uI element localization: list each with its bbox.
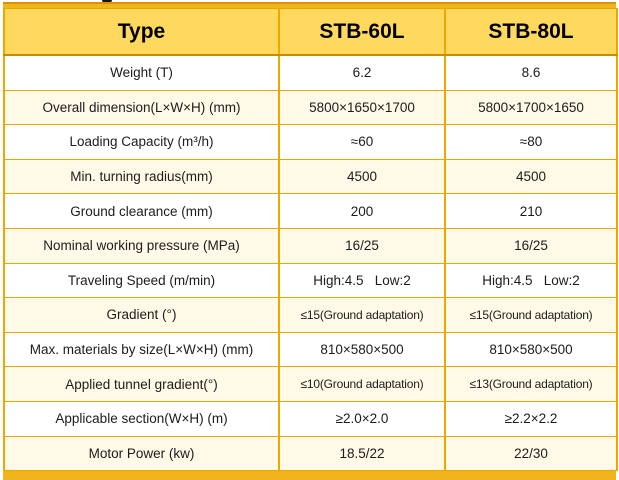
spec-value-stb80l: ≤13(Ground adaptation) xyxy=(444,366,618,402)
spec-label: Nominal working pressure (MPa) xyxy=(3,227,280,264)
spec-value-stb60l: 4500 xyxy=(278,158,446,195)
table-row: Gradient (°) ≤15(Ground adaptation) ≤15(… xyxy=(3,297,618,333)
spec-value-stb80l: ≈80 xyxy=(444,124,618,160)
spec-value-stb60l: 6.2 xyxy=(278,54,446,91)
spec-value-stb80l: ≤15(Ground adaptation) xyxy=(444,297,618,333)
table-body: Weight (T) 6.2 8.6 Overall dimension(L×W… xyxy=(3,54,618,472)
spec-value-stb80l: 4500 xyxy=(444,158,618,195)
table-header: Type STB-60L STB-80L xyxy=(3,8,618,56)
table-row: Applicable section(W×H) (m) ≥2.0×2.0 ≥2.… xyxy=(3,400,618,437)
table-row: Min. turning radius(mm) 4500 4500 xyxy=(3,158,618,195)
spec-label: Applied tunnel gradient(°) xyxy=(3,366,280,402)
spec-value-stb80l: 22/30 xyxy=(444,435,618,472)
spec-value-stb80l: 210 xyxy=(444,193,618,229)
spec-value-stb60l: 200 xyxy=(278,193,446,229)
spec-value-stb60l: ≥2.0×2.0 xyxy=(278,400,446,437)
spec-value-stb60l: 18.5/22 xyxy=(278,435,446,472)
table-row: Applied tunnel gradient(°) ≤10(Ground ad… xyxy=(3,366,618,402)
spec-value-stb60l: 16/25 xyxy=(278,227,446,264)
table-row: Ground clearance (mm) 200 210 xyxy=(3,193,618,229)
spec-value-stb80l: 8.6 xyxy=(444,54,618,91)
spec-label: Gradient (°) xyxy=(3,297,280,333)
spec-table-container: Type STB-60L STB-80L Weight (T) 6.2 8.6 … xyxy=(3,2,618,480)
spec-value-stb60l: 810×580×500 xyxy=(278,331,446,368)
spec-value-stb60l: ≈60 xyxy=(278,124,446,160)
spec-value-stb80l: 5800×1700×1650 xyxy=(444,89,618,126)
header-model-stb80l: STB-80L xyxy=(444,8,618,56)
spec-table: Type STB-60L STB-80L Weight (T) 6.2 8.6 … xyxy=(3,8,618,472)
spec-value-stb80l: High:4.5 Low:2 xyxy=(444,262,618,299)
spec-value-stb80l: 810×580×500 xyxy=(444,331,618,368)
spec-label: Ground clearance (mm) xyxy=(3,193,280,229)
spec-value-stb80l: ≥2.2×2.2 xyxy=(444,400,618,437)
table-row: Weight (T) 6.2 8.6 xyxy=(3,54,618,91)
spec-value-stb60l: High:4.5 Low:2 xyxy=(278,262,446,299)
spec-value-stb60l: 5800×1650×1700 xyxy=(278,89,446,126)
header-model-stb60l: STB-60L xyxy=(278,8,446,56)
spec-label: Max. materials by size(L×W×H) (mm) xyxy=(3,331,280,368)
header-type: Type xyxy=(3,8,280,56)
spec-label: Min. turning radius(mm) xyxy=(3,158,280,195)
spec-label: Motor Power (kw) xyxy=(3,435,280,472)
spec-value-stb60l: ≤15(Ground adaptation) xyxy=(278,297,446,333)
table-row: Loading Capacity (m³/h) ≈60 ≈80 xyxy=(3,124,618,160)
spec-label: Traveling Speed (m/min) xyxy=(3,262,280,299)
spec-value-stb60l: ≤10(Ground adaptation) xyxy=(278,366,446,402)
cropped-title-fragment xyxy=(102,0,112,3)
table-row: Traveling Speed (m/min) High:4.5 Low:2 H… xyxy=(3,262,618,299)
spec-value-stb80l: 16/25 xyxy=(444,227,618,264)
header-row: Type STB-60L STB-80L xyxy=(3,8,618,56)
spec-label: Weight (T) xyxy=(3,54,280,91)
spec-label: Overall dimension(L×W×H) (mm) xyxy=(3,89,280,126)
table-row: Max. materials by size(L×W×H) (mm) 810×5… xyxy=(3,331,618,368)
spec-label: Applicable section(W×H) (m) xyxy=(3,400,280,437)
top-gold-bar xyxy=(3,2,616,8)
bottom-gold-bar xyxy=(3,471,616,480)
table-row: Nominal working pressure (MPa) 16/25 16/… xyxy=(3,227,618,264)
table-row: Overall dimension(L×W×H) (mm) 5800×1650×… xyxy=(3,89,618,126)
spec-label: Loading Capacity (m³/h) xyxy=(3,124,280,160)
table-row: Motor Power (kw) 18.5/22 22/30 xyxy=(3,435,618,472)
